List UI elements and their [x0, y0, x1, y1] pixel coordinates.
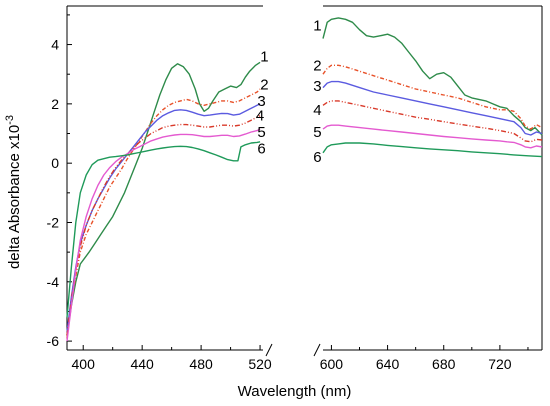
y-tick-label: 4 — [51, 37, 59, 53]
series-5-line — [66, 128, 261, 342]
x-axis-title: Wavelength (nm) — [238, 383, 352, 400]
x-tick-label: 720 — [488, 356, 512, 372]
axis-break-mark — [313, 343, 321, 357]
x-tick-label: 520 — [248, 356, 272, 372]
x-tick-label: 400 — [72, 356, 96, 372]
y-axis-title-base: delta Absorbance x10 — [6, 125, 23, 269]
y-tick-label: 0 — [51, 155, 59, 171]
series-6-label: 6 — [257, 140, 265, 157]
series-2-label: 2 — [313, 57, 321, 74]
series-1-line — [66, 61, 261, 336]
x-tick-label: 480 — [189, 356, 213, 372]
series-6-line — [322, 142, 543, 158]
y-axis-title: delta Absorbance x10-3 — [4, 115, 23, 269]
series-4-label: 4 — [313, 102, 321, 119]
y-tick-label: -6 — [47, 333, 60, 349]
series-3-label: 3 — [313, 78, 321, 95]
y-tick-label: -2 — [47, 214, 60, 230]
series-6-label: 6 — [313, 149, 321, 166]
series-1-label: 1 — [313, 17, 321, 34]
series-4-line — [66, 115, 261, 336]
series-5-line — [322, 124, 543, 149]
y-tick-label: 2 — [51, 96, 59, 112]
series-2-line — [66, 88, 261, 339]
series-3-label: 3 — [257, 93, 265, 110]
y-tick-label: -4 — [47, 274, 60, 290]
axes: -6 -4 -2 0 2 4 400 440 480 520 600 640 680 720 — [47, 14, 529, 372]
series-6-line — [66, 141, 261, 318]
y-axis-title-exponent: -3 — [4, 115, 16, 125]
series-4-label: 4 — [256, 108, 264, 125]
x-tick-label: 600 — [320, 356, 344, 372]
x-tick-label: 440 — [130, 356, 154, 372]
series-1-line — [322, 17, 543, 136]
series-5-label: 5 — [313, 124, 321, 141]
series-lines — [66, 17, 543, 342]
x-tick-label: 680 — [432, 356, 456, 372]
axis-break-mark — [265, 343, 273, 357]
series-3-line — [66, 103, 261, 333]
series-1-label: 1 — [260, 48, 268, 65]
x-tick-label: 640 — [376, 356, 400, 372]
series-3-line — [322, 80, 543, 136]
series-4-line — [322, 100, 543, 143]
series-5-label: 5 — [257, 124, 265, 141]
series-2-label: 2 — [260, 77, 268, 94]
series-2-line — [322, 64, 543, 130]
plot-frame — [66, 5, 543, 357]
